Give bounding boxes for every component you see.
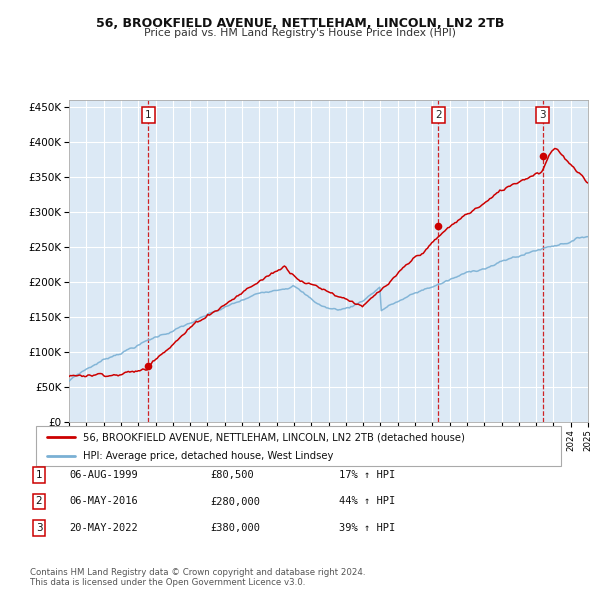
Text: 17% ↑ HPI: 17% ↑ HPI — [339, 470, 395, 480]
Text: 3: 3 — [539, 110, 546, 120]
Text: 1: 1 — [35, 470, 43, 480]
Text: 56, BROOKFIELD AVENUE, NETTLEHAM, LINCOLN, LN2 2TB (detached house): 56, BROOKFIELD AVENUE, NETTLEHAM, LINCOL… — [83, 432, 465, 442]
Text: Contains HM Land Registry data © Crown copyright and database right 2024.
This d: Contains HM Land Registry data © Crown c… — [30, 568, 365, 587]
Text: 2: 2 — [435, 110, 442, 120]
Text: 3: 3 — [35, 523, 43, 533]
Text: Price paid vs. HM Land Registry's House Price Index (HPI): Price paid vs. HM Land Registry's House … — [144, 28, 456, 38]
Text: £380,000: £380,000 — [210, 523, 260, 533]
Text: 06-MAY-2016: 06-MAY-2016 — [69, 497, 138, 506]
Text: 06-AUG-1999: 06-AUG-1999 — [69, 470, 138, 480]
Text: 56, BROOKFIELD AVENUE, NETTLEHAM, LINCOLN, LN2 2TB: 56, BROOKFIELD AVENUE, NETTLEHAM, LINCOL… — [96, 17, 504, 30]
Text: 20-MAY-2022: 20-MAY-2022 — [69, 523, 138, 533]
Text: 44% ↑ HPI: 44% ↑ HPI — [339, 497, 395, 506]
Text: £280,000: £280,000 — [210, 497, 260, 506]
FancyBboxPatch shape — [36, 426, 561, 466]
Text: £80,500: £80,500 — [210, 470, 254, 480]
Text: 2: 2 — [35, 497, 43, 506]
Text: HPI: Average price, detached house, West Lindsey: HPI: Average price, detached house, West… — [83, 451, 334, 461]
Text: 1: 1 — [145, 110, 152, 120]
Text: 39% ↑ HPI: 39% ↑ HPI — [339, 523, 395, 533]
